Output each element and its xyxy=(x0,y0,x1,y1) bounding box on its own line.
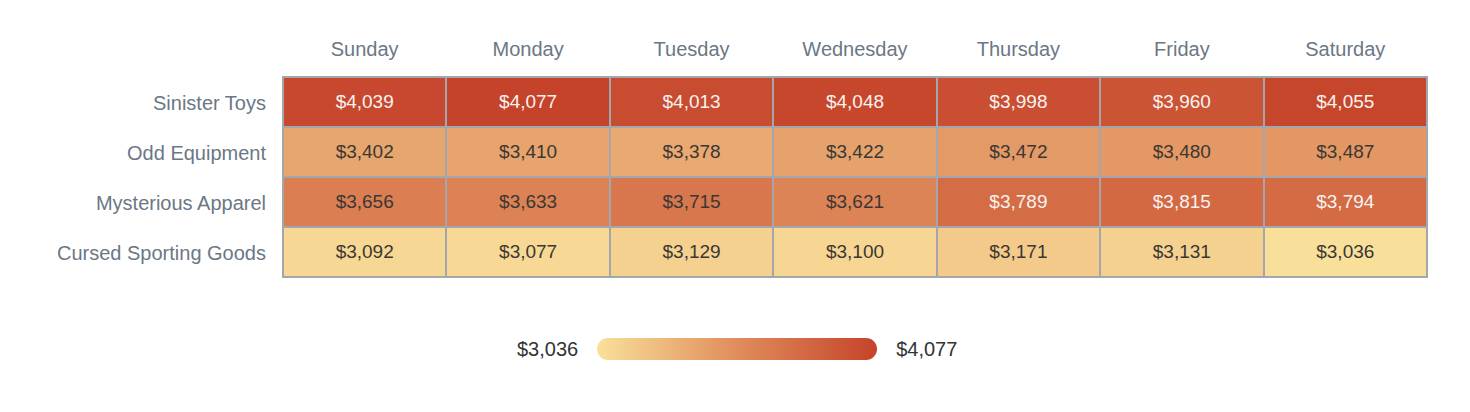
heatmap-cell: $3,402 xyxy=(284,128,445,176)
heatmap-grid: $4,039$4,077$4,013$4,048$3,998$3,960$4,0… xyxy=(282,76,1428,278)
heatmap-cell: $3,715 xyxy=(611,178,772,226)
legend-min-label: $3,036 xyxy=(517,338,578,361)
heatmap-cell: $3,100 xyxy=(774,228,935,276)
heatmap-cell: $3,789 xyxy=(938,178,1099,226)
row-label: Sinister Toys xyxy=(0,78,266,128)
heatmap-cell: $3,378 xyxy=(611,128,772,176)
column-header-saturday: Saturday xyxy=(1265,34,1426,64)
heatmap-cell: $3,077 xyxy=(447,228,608,276)
column-headers: SundayMondayTuesdayWednesdayThursdayFrid… xyxy=(282,34,1428,64)
heatmap-cell: $3,422 xyxy=(774,128,935,176)
heatmap-cell: $3,633 xyxy=(447,178,608,226)
row-labels: Sinister ToysOdd EquipmentMysterious App… xyxy=(0,78,266,278)
heatmap-cell: $3,092 xyxy=(284,228,445,276)
color-legend: $3,036 $4,077 xyxy=(517,336,957,362)
heatmap-cell: $3,472 xyxy=(938,128,1099,176)
column-header-monday: Monday xyxy=(447,34,608,64)
legend-gradient-bar xyxy=(597,338,877,360)
heatmap-cell: $3,794 xyxy=(1265,178,1426,226)
heatmap-cell: $4,055 xyxy=(1265,78,1426,126)
heatmap-cell: $3,410 xyxy=(447,128,608,176)
heatmap-cell: $3,171 xyxy=(938,228,1099,276)
heatmap-chart: SundayMondayTuesdayWednesdayThursdayFrid… xyxy=(0,0,1470,412)
row-label: Odd Equipment xyxy=(0,128,266,178)
heatmap-cell: $3,480 xyxy=(1101,128,1262,176)
heatmap-cell: $3,129 xyxy=(611,228,772,276)
heatmap-cell: $3,815 xyxy=(1101,178,1262,226)
row-label: Mysterious Apparel xyxy=(0,178,266,228)
row-label: Cursed Sporting Goods xyxy=(0,228,266,278)
heatmap-cell: $3,621 xyxy=(774,178,935,226)
legend-max-label: $4,077 xyxy=(896,338,957,361)
heatmap-cell: $4,013 xyxy=(611,78,772,126)
heatmap-cell: $3,487 xyxy=(1265,128,1426,176)
column-header-sunday: Sunday xyxy=(284,34,445,64)
column-header-tuesday: Tuesday xyxy=(611,34,772,64)
heatmap-cell: $3,998 xyxy=(938,78,1099,126)
heatmap-cell: $3,960 xyxy=(1101,78,1262,126)
heatmap-cell: $3,131 xyxy=(1101,228,1262,276)
heatmap-cell: $3,656 xyxy=(284,178,445,226)
heatmap-cell: $4,077 xyxy=(447,78,608,126)
column-header-thursday: Thursday xyxy=(938,34,1099,64)
column-header-friday: Friday xyxy=(1101,34,1262,64)
column-header-wednesday: Wednesday xyxy=(774,34,935,64)
heatmap-cell: $4,048 xyxy=(774,78,935,126)
heatmap-cell: $3,036 xyxy=(1265,228,1426,276)
heatmap-cell: $4,039 xyxy=(284,78,445,126)
